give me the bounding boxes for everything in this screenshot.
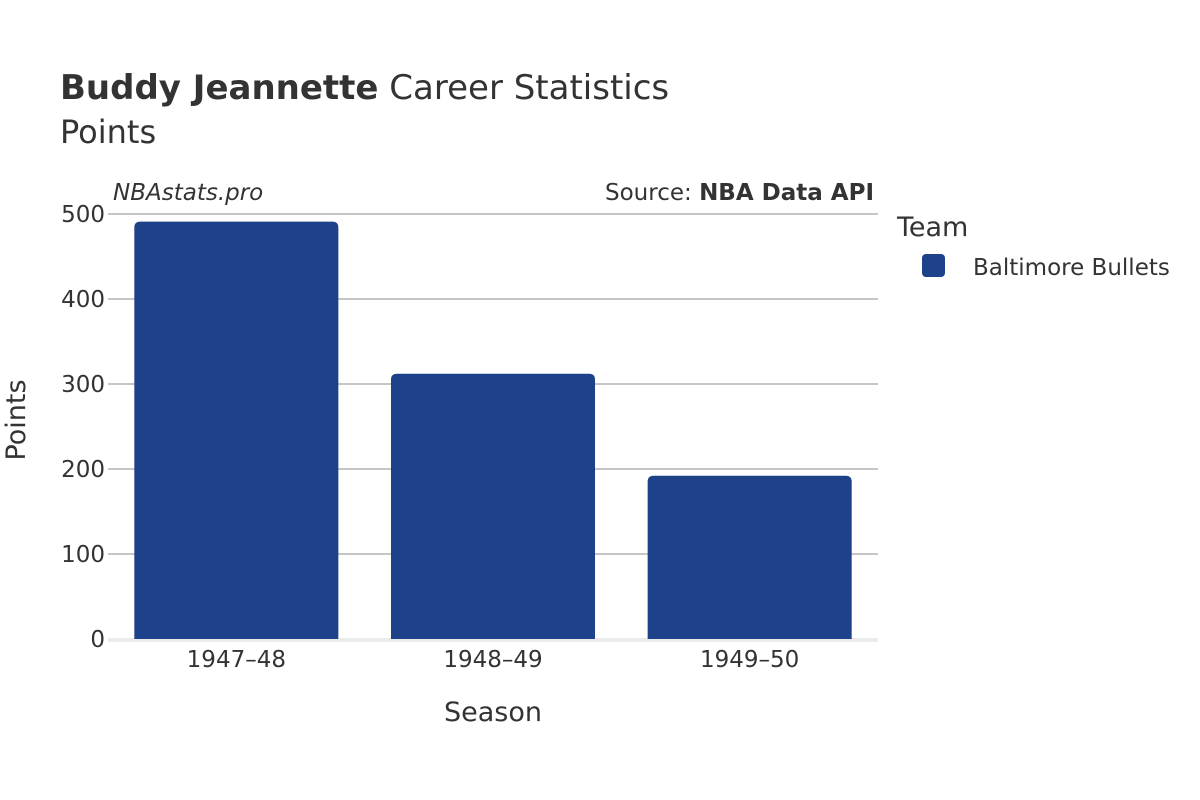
player-name: Buddy Jeannette [60,68,379,108]
legend-title: Team [896,212,968,243]
watermark: NBAstats.pro [113,180,263,206]
chart-subtitle: Points [60,113,157,151]
x-tick-label: 1947–48 [187,647,286,673]
y-tick-label: 0 [90,627,105,653]
bar[interactable] [647,475,852,639]
bars [134,221,852,639]
y-tick-label: 200 [61,457,105,483]
y-tick-label: 300 [61,372,105,398]
source-name: NBA Data API [699,180,874,206]
legend-swatch [922,254,945,277]
y-tick-label: 100 [61,542,105,568]
source-note: Source: NBA Data API [605,180,874,206]
y-tick-label: 500 [61,202,105,228]
legend: Team Baltimore Bullets [896,212,1170,281]
x-tick-labels: 1947–48 1948–49 1949–50 [187,647,800,673]
x-axis-title: Season [444,697,542,728]
bar[interactable] [390,373,596,639]
source-prefix: Source: [605,180,699,206]
x-tick-label: 1948–49 [443,647,542,673]
title-suffix: Career Statistics [389,68,670,108]
x-tick-label: 1949–50 [700,647,799,673]
y-tick-label: 400 [61,287,105,313]
y-axis-title: Points [1,379,32,460]
bar[interactable] [134,221,339,639]
legend-item-label: Baltimore Bullets [973,255,1170,281]
y-tick-labels: 0 100 200 300 400 500 [61,202,105,653]
chart-title: Buddy Jeannette Career Statistics [60,68,669,108]
